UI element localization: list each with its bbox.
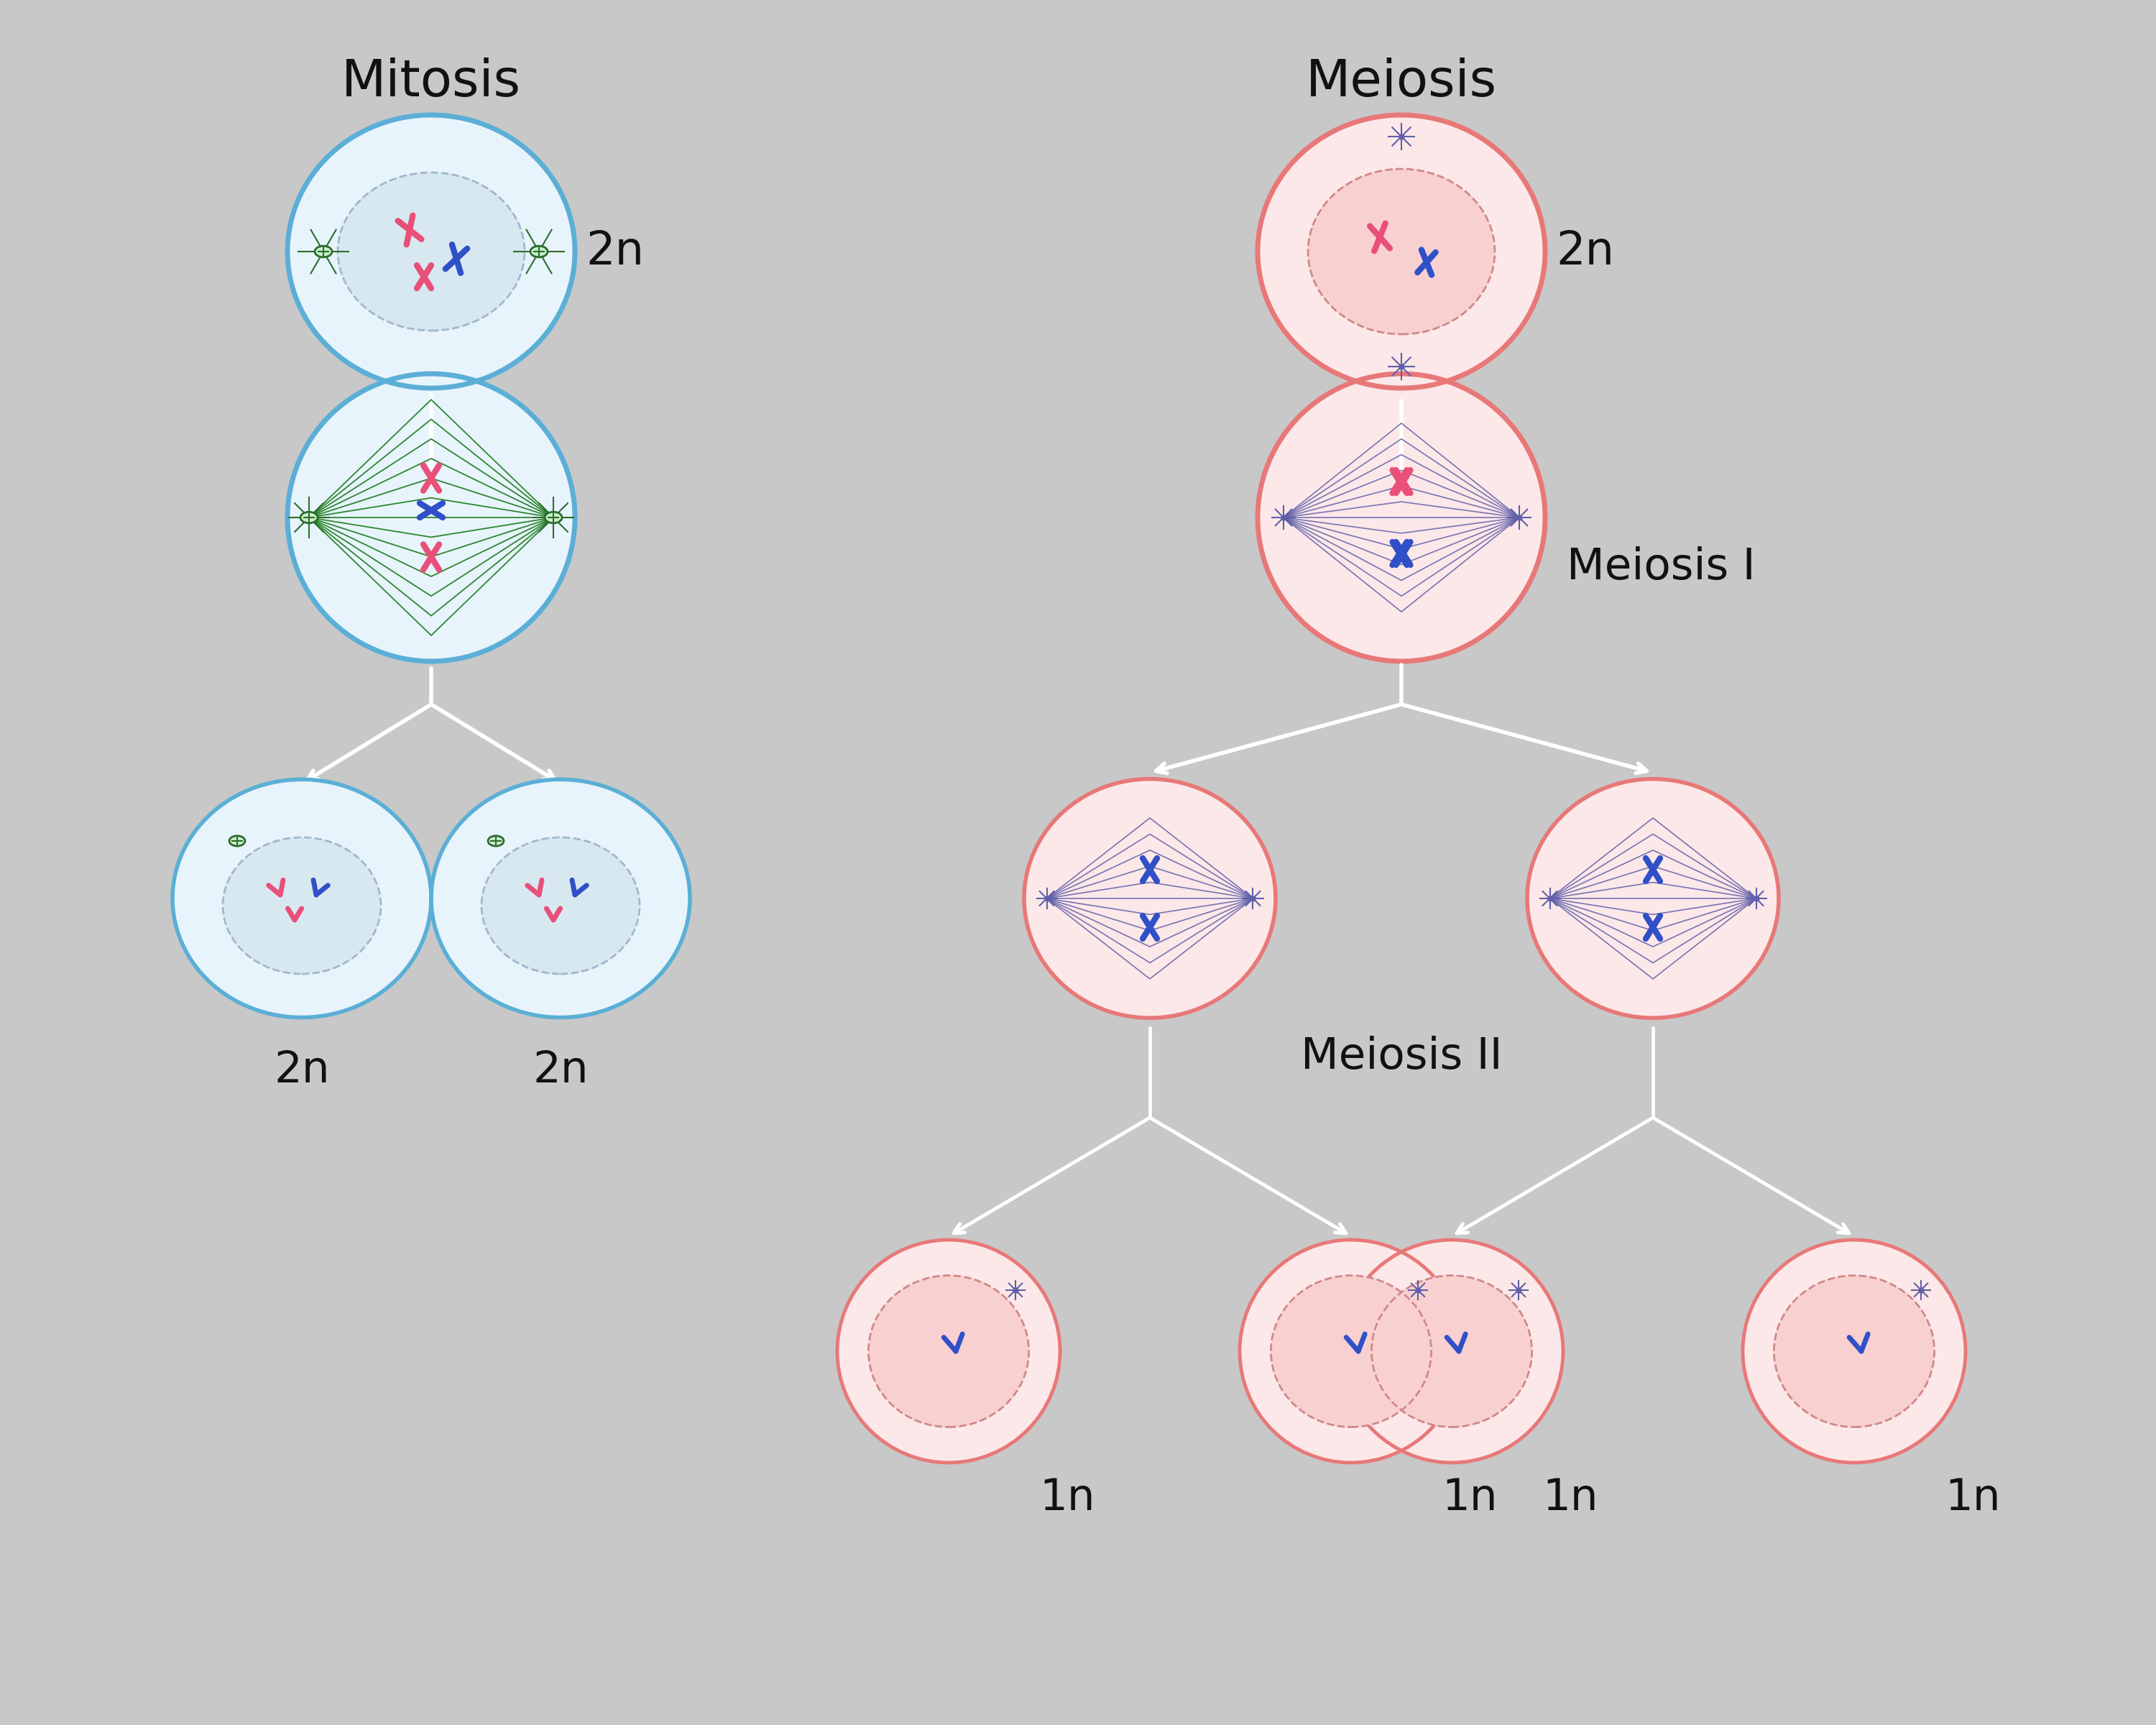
Text: 1n: 1n	[1442, 1477, 1498, 1520]
Ellipse shape	[1240, 1240, 1462, 1463]
Ellipse shape	[229, 837, 246, 845]
Ellipse shape	[481, 837, 640, 975]
Text: Meiosis I: Meiosis I	[1567, 547, 1755, 588]
Ellipse shape	[1257, 116, 1546, 388]
Ellipse shape	[869, 1275, 1028, 1427]
Ellipse shape	[1774, 1275, 1934, 1427]
Ellipse shape	[172, 780, 431, 1018]
Ellipse shape	[315, 247, 332, 257]
Ellipse shape	[530, 247, 548, 257]
Ellipse shape	[1341, 1240, 1563, 1463]
Ellipse shape	[1270, 1275, 1432, 1427]
Ellipse shape	[1309, 169, 1494, 335]
Ellipse shape	[1257, 374, 1546, 661]
Ellipse shape	[487, 837, 505, 845]
Ellipse shape	[222, 837, 382, 975]
Text: 1n: 1n	[1039, 1477, 1095, 1520]
Text: 1n: 1n	[1542, 1477, 1598, 1520]
Ellipse shape	[300, 512, 317, 523]
Text: 2n: 2n	[533, 1049, 589, 1092]
Text: Mitosis: Mitosis	[341, 57, 522, 107]
Ellipse shape	[287, 374, 576, 661]
Ellipse shape	[1371, 1275, 1533, 1427]
Ellipse shape	[338, 172, 524, 331]
Ellipse shape	[1526, 780, 1779, 1018]
Text: Meiosis: Meiosis	[1307, 57, 1496, 107]
Ellipse shape	[1024, 780, 1276, 1018]
Text: 2n: 2n	[1557, 229, 1615, 274]
Text: 2n: 2n	[274, 1049, 330, 1092]
Text: 1n: 1n	[1945, 1477, 2001, 1520]
Text: Meiosis II: Meiosis II	[1300, 1035, 1503, 1078]
Ellipse shape	[837, 1240, 1061, 1463]
Text: 2n: 2n	[586, 229, 645, 274]
Ellipse shape	[287, 116, 576, 388]
Ellipse shape	[1742, 1240, 1966, 1463]
Ellipse shape	[545, 512, 563, 523]
Ellipse shape	[431, 780, 690, 1018]
